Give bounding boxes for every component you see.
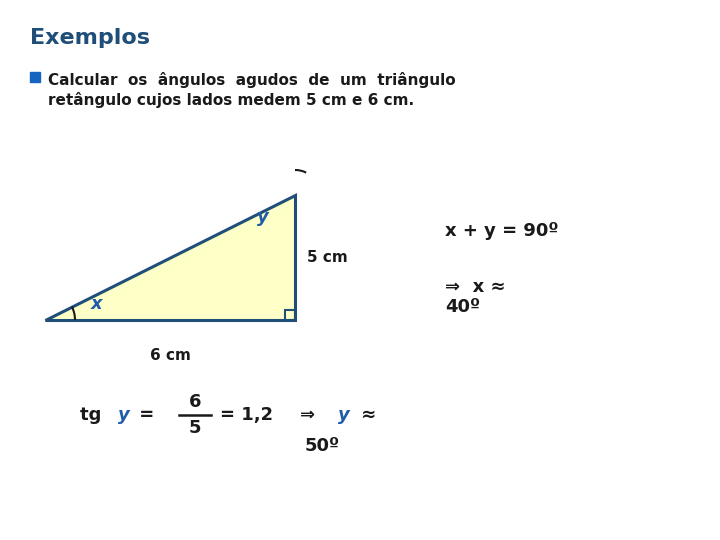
Text: 5: 5 — [189, 419, 202, 437]
Polygon shape — [45, 195, 295, 320]
Text: = 1,2: = 1,2 — [220, 406, 273, 424]
Text: y: y — [338, 406, 350, 424]
Text: x: x — [91, 295, 103, 313]
Text: 5 cm: 5 cm — [307, 250, 348, 265]
Text: =: = — [133, 406, 161, 424]
Text: y: y — [118, 406, 130, 424]
Text: tg: tg — [80, 406, 107, 424]
Text: 6 cm: 6 cm — [150, 348, 190, 363]
Text: ≈: ≈ — [355, 406, 377, 424]
Bar — [285, 310, 295, 320]
Text: x + y = 90º: x + y = 90º — [445, 222, 559, 240]
Text: 50º: 50º — [305, 437, 340, 455]
Text: ⇒  x ≈: ⇒ x ≈ — [445, 278, 505, 296]
Text: y: y — [257, 208, 269, 226]
Text: 40º: 40º — [445, 298, 480, 316]
Text: Exemplos: Exemplos — [30, 28, 150, 48]
Text: 6: 6 — [189, 393, 202, 411]
Text: retângulo cujos lados medem 5 cm e 6 cm.: retângulo cujos lados medem 5 cm e 6 cm. — [48, 92, 414, 108]
Text: ⇒: ⇒ — [300, 406, 328, 424]
Bar — [30, 72, 40, 82]
Text: Calcular  os  ângulos  agudos  de  um  triângulo: Calcular os ângulos agudos de um triângu… — [48, 72, 456, 88]
